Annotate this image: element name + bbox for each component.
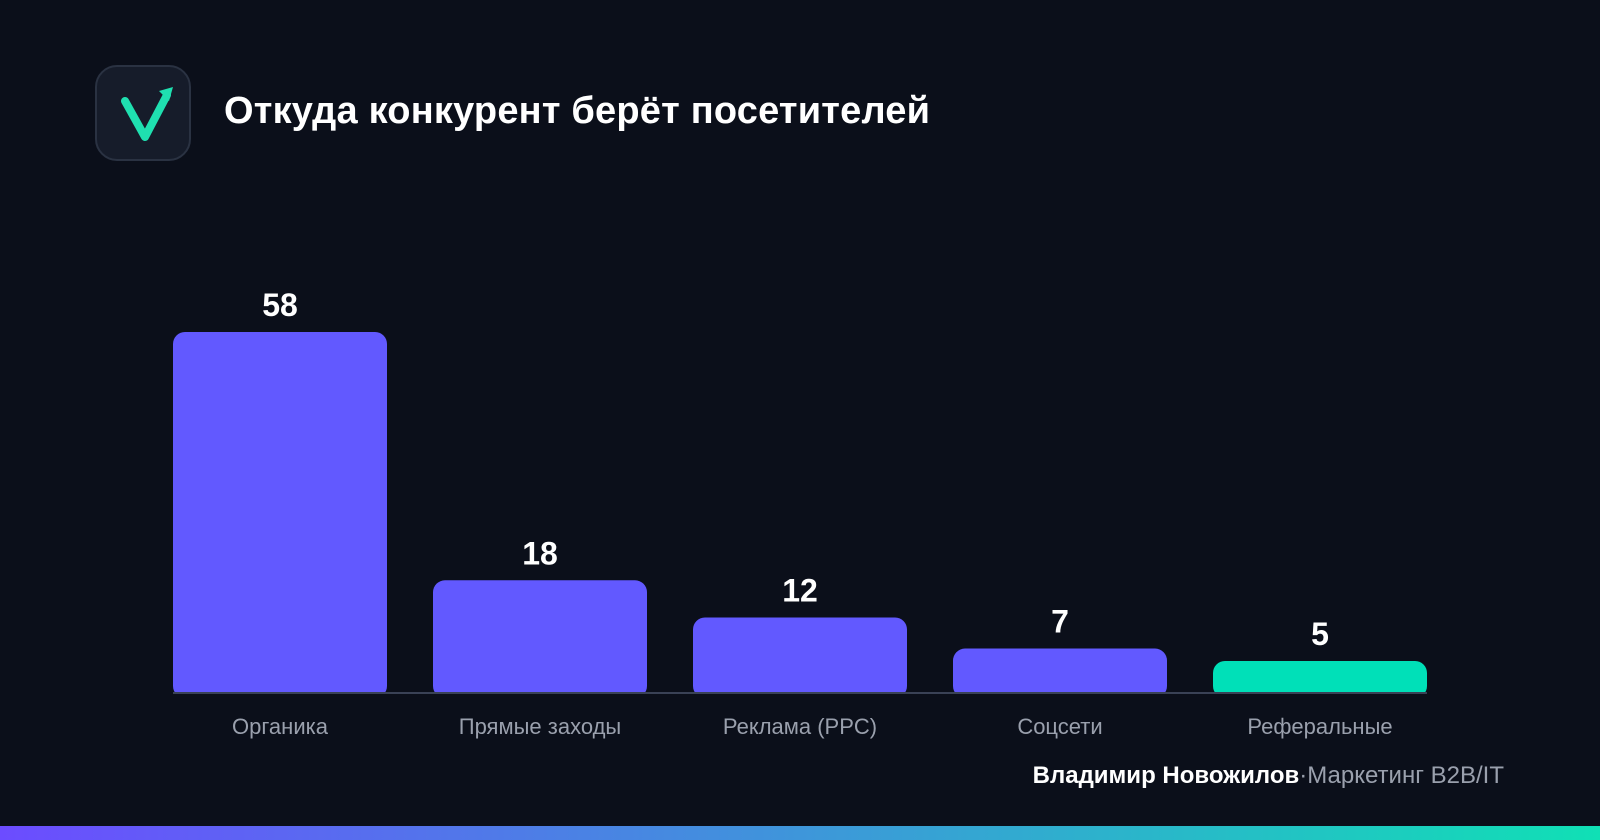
data-label-3: 12 [782, 573, 818, 609]
checkmark-arrow-icon [121, 87, 173, 141]
page-title: Откуда конкурент берёт посетителей [224, 90, 931, 132]
logo-tile [95, 65, 191, 161]
bar-1 [173, 332, 387, 698]
bottom-gradient-strip [0, 826, 1600, 840]
footer-separator: · [1299, 762, 1308, 789]
footer-credit: Владимир Новожилов·Маркетинг B2B/IT [1033, 762, 1504, 790]
category-label-1: Органика [232, 714, 329, 739]
data-label-1: 58 [262, 287, 298, 323]
author-name: Владимир Новожилов [1032, 762, 1300, 789]
bar-2 [433, 580, 647, 698]
data-label-5: 5 [1311, 616, 1329, 652]
baseline-mask [160, 692, 1440, 700]
bar-5 [1213, 660, 1427, 698]
category-label-4: Соцсети [1017, 714, 1102, 739]
bar-4 [953, 648, 1167, 698]
bar-3 [693, 617, 907, 698]
author-subtitle: Маркетинг B2B/IT [1307, 762, 1504, 789]
category-label-3: Реклама (PPC) [723, 714, 877, 739]
data-label-4: 7 [1051, 604, 1069, 640]
category-label-5: Реферальные [1247, 714, 1392, 739]
data-label-2: 18 [522, 535, 558, 571]
category-label-2: Прямые заходы [459, 714, 621, 739]
bar-chart: 58 Органика 18 Прямые заходы 12 Реклама (PPC)… [160, 287, 1440, 739]
